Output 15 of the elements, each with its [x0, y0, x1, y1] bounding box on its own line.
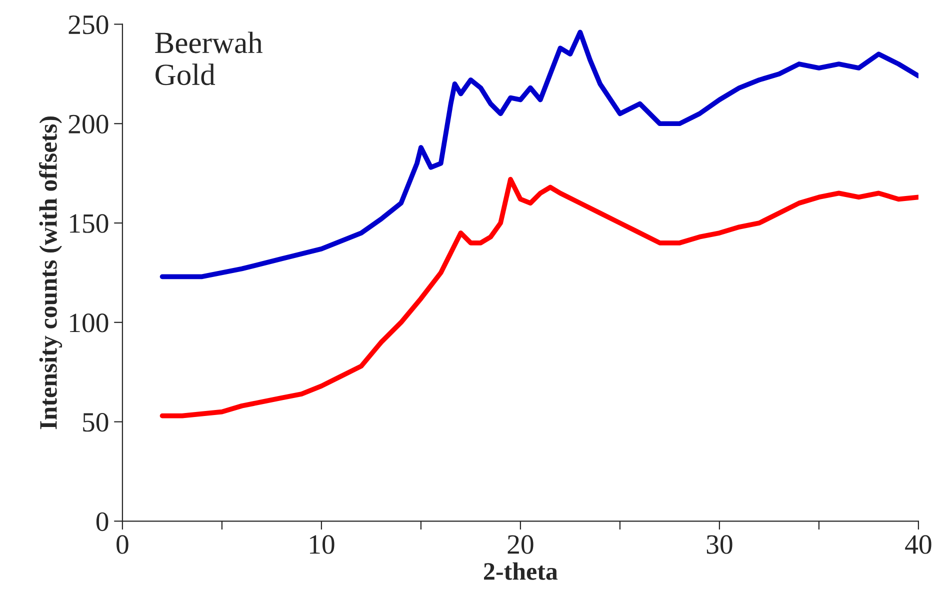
y-tick-label: 200 — [68, 114, 108, 134]
y-tick-label: 50 — [83, 412, 108, 432]
x-tick-label: 20 — [508, 535, 534, 554]
x-axis-title: 2-theta — [484, 562, 558, 580]
x-tick-label: 10 — [310, 535, 334, 554]
line-series — [160, 176, 918, 418]
x-tick-label: 0 — [116, 535, 128, 554]
y-axis-title: Intensity counts (with offsets) — [39, 116, 62, 430]
y-tick-label: 150 — [70, 214, 108, 233]
x-tick-label: 30 — [706, 535, 732, 554]
y-tick-label: 0 — [96, 512, 108, 532]
x-tick-label: 40 — [905, 535, 932, 554]
annotation: Beerwah Gold — [155, 32, 262, 86]
y-tick-label: 100 — [70, 314, 108, 332]
y-tick-label: 250 — [68, 15, 108, 34]
